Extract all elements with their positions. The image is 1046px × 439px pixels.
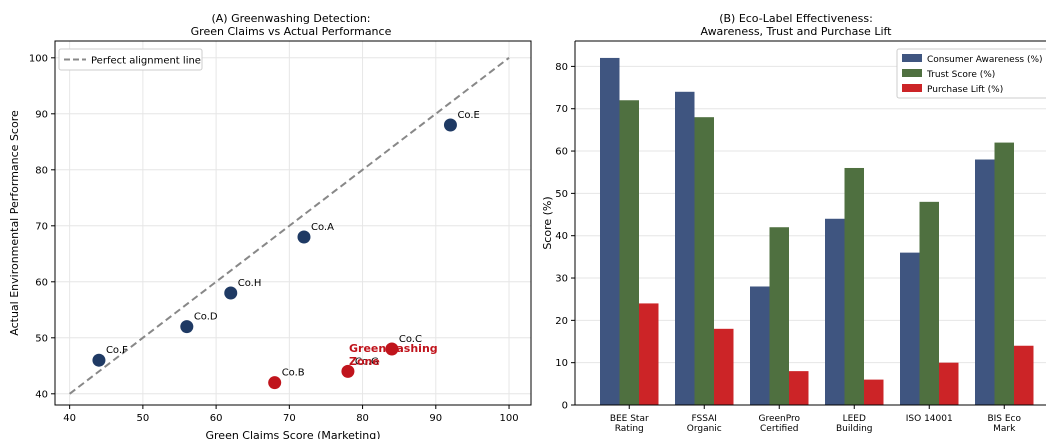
bar-legend-swatch — [902, 84, 922, 92]
bar — [919, 201, 939, 405]
scatter-x-tick-label: 100 — [499, 413, 518, 424]
bar-legend: Consumer Awareness (%) Trust Score (%) Pur… — [896, 48, 1046, 99]
bar — [639, 303, 659, 405]
scatter-point — [385, 342, 399, 356]
bar — [789, 371, 809, 405]
bar-y-tick-label: 50 — [555, 189, 568, 200]
bar — [864, 379, 884, 405]
scatter-point-label: Co.F — [106, 345, 128, 356]
bar-legend-box — [896, 48, 1046, 99]
scatter-y-tick-label: 90 — [35, 109, 48, 120]
bar — [844, 167, 864, 405]
bar-y-tick-label: 0 — [562, 401, 568, 412]
bar-category-label: Mark — [993, 424, 1016, 434]
bar-y-axis-label: Score (%) — [541, 196, 554, 249]
bar-panel: (B) Eco-Label Effectiveness: Awareness, … — [541, 12, 1046, 434]
scatter-x-tick-label: 50 — [137, 413, 150, 424]
scatter-point-label: Co.C — [399, 334, 422, 345]
scatter-ticks: 40 50 60 70 80 90 100 40 50 60 70 80 90 100 — [29, 53, 519, 424]
bar-category-label: LEED — [843, 414, 866, 424]
scatter-point-label: Co.A — [311, 222, 334, 233]
scatter-x-tick-label: 70 — [283, 413, 296, 424]
bar — [714, 328, 734, 405]
scatter-x-tick-label: 60 — [210, 413, 223, 424]
bar-ticks: 0 10 20 30 40 50 60 70 80 — [555, 62, 575, 412]
bar-y-tick-label: 40 — [555, 231, 568, 242]
scatter-grid — [55, 41, 531, 405]
scatter-y-tick-label: 80 — [35, 165, 48, 176]
scatter-x-tick-label: 90 — [429, 413, 442, 424]
scatter-point-label: Co.E — [457, 110, 479, 121]
scatter-y-tick-label: 50 — [35, 333, 48, 344]
bar-category-label: BIS Eco — [987, 414, 1021, 424]
bar-legend-label: Consumer Awareness (%) — [927, 55, 1043, 65]
bar-title-line2: Awareness, Trust and Purchase Lift — [700, 25, 892, 38]
bar — [825, 218, 845, 405]
scatter-y-tick-label: 70 — [35, 221, 48, 232]
scatter-point — [224, 286, 238, 300]
bar-y-tick-label: 20 — [555, 316, 568, 327]
scatter-y-tick-label: 100 — [29, 53, 48, 64]
scatter-title-line1: (A) Greenwashing Detection: — [211, 12, 370, 25]
scatter-point-label: Co.B — [282, 368, 305, 379]
scatter-plot-frame — [54, 40, 532, 406]
bar — [619, 100, 639, 406]
perfect-alignment-line — [69, 57, 510, 395]
bar — [900, 252, 920, 405]
scatter-point — [443, 118, 457, 132]
scatter-point-label: Co.H — [238, 278, 262, 289]
scatter-point — [297, 230, 311, 244]
scatter-point — [268, 376, 282, 390]
bar — [600, 57, 620, 405]
scatter-point-label: Co.D — [194, 312, 218, 323]
scatter-title-line2: Green Claims vs Actual Performance — [191, 25, 392, 38]
scatter-legend-box — [58, 48, 203, 71]
bar-legend-swatch — [902, 69, 922, 77]
scatter-x-tick-label: 80 — [356, 413, 369, 424]
bar-y-tick-label: 60 — [555, 147, 568, 158]
scatter-y-axis-label: Actual Environmental Performance Score — [8, 110, 21, 336]
greenwashing-zone-label-line2: Zone — [349, 355, 380, 368]
bar-legend-label: Trust Score (%) — [926, 70, 995, 80]
scatter-y-tick-label: 60 — [35, 277, 48, 288]
bar — [975, 159, 995, 405]
scatter-points: Co.A Co.B Co.C Co.D Co.E Co.F Co.G Co.H — [92, 110, 480, 390]
bar-legend-label: Purchase Lift (%) — [927, 85, 1003, 95]
scatter-point-label: Co.G — [355, 356, 379, 367]
scatter-legend: Perfect alignment line — [58, 48, 203, 71]
scatter-panel: (A) Greenwashing Detection: Green Claims… — [8, 12, 532, 439]
bar — [675, 91, 695, 405]
scatter-x-axis-label: Green Claims Score (Marketing) — [206, 429, 381, 439]
bar — [994, 142, 1014, 405]
bar-y-tick-label: 30 — [555, 274, 568, 285]
bar-category-label: FSSAI — [692, 414, 717, 424]
bar — [769, 227, 789, 405]
bar — [939, 362, 959, 405]
scatter-point — [341, 364, 355, 378]
bar-category-label: Certified — [760, 424, 798, 434]
bar — [1014, 345, 1034, 405]
bar-legend-swatch — [902, 54, 922, 62]
scatter-legend-label: Perfect alignment line — [91, 56, 201, 67]
bar-title-line1: (B) Eco-Label Effectiveness: — [719, 12, 873, 25]
scatter-x-tick-label: 40 — [63, 413, 76, 424]
scatter-point — [92, 353, 106, 367]
scatter-y-tick-label: 40 — [35, 389, 48, 400]
bar — [750, 286, 770, 405]
bar-category-label: Rating — [615, 424, 644, 434]
bar-y-tick-label: 80 — [555, 62, 568, 73]
scatter-point — [180, 320, 194, 334]
bar — [694, 117, 714, 406]
greenwashing-zone-label-line1: Greenwashing — [349, 342, 438, 355]
bar-y-tick-label: 70 — [555, 104, 568, 115]
bar-category-label: GreenPro — [758, 414, 800, 424]
bar-category-label: BEE Star — [610, 414, 649, 424]
bar-bars — [600, 57, 1034, 406]
bar-category-label: ISO 14001 — [906, 414, 953, 424]
bar-y-tick-label: 10 — [555, 358, 568, 369]
bar-category-label: Building — [836, 424, 873, 434]
bar-category-label: Organic — [687, 424, 722, 434]
